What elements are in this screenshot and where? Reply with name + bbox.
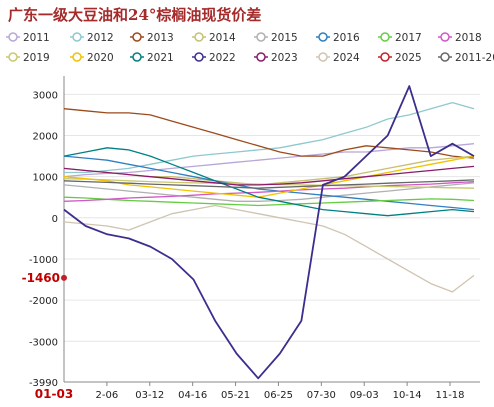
legend-label: 2018 <box>455 32 482 44</box>
legend-item: 2018 <box>438 32 482 44</box>
x-tick-label: 03-12 <box>135 390 164 401</box>
legend-label: 2011 <box>23 32 50 44</box>
legend-label: 2011-2024均值 <box>455 51 494 64</box>
x-axis: 01-03 2-06 03-12 04-16 05-21 06-25 07-30 09-03 1… <box>35 381 480 401</box>
legend-item: 2016 <box>316 32 360 44</box>
annotations: -1460 <box>22 271 67 285</box>
x-tick-label: 11-18 <box>435 390 464 401</box>
x-tick-label: 10-14 <box>393 390 422 401</box>
legend-swatch-marker <box>440 32 450 42</box>
legend-item: 2011-2024均值 <box>438 51 494 64</box>
x-tick-label: 2-06 <box>96 390 119 401</box>
x-tick-label: 01-03 <box>35 387 73 401</box>
legend-label: 2015 <box>271 32 298 44</box>
x-tick-label: 07-30 <box>307 390 336 401</box>
legend-swatch-marker <box>380 32 390 42</box>
legend-swatch-marker <box>256 52 266 62</box>
series-line <box>63 204 475 293</box>
y-tick-label: -1000 <box>29 255 58 266</box>
series-line <box>63 179 475 189</box>
y-axis: 3000 2000 1000 0 -1000 -2000 -3000 -3990 <box>29 76 65 389</box>
legend-label: 2013 <box>147 32 174 44</box>
legend: 2011 2012 2013 2014 2015 2016 2017 2018 2019 2020… <box>6 32 494 64</box>
legend-label: 2025 <box>395 52 422 64</box>
y-tick-label: 3000 <box>33 90 58 101</box>
x-tick-label: 06-25 <box>264 390 293 401</box>
legend-item: 2011 <box>6 32 50 44</box>
series-line <box>63 147 475 217</box>
legend-item: 2014 <box>192 32 236 44</box>
legend-swatch-marker <box>440 52 450 62</box>
legend-item: 2020 <box>70 52 114 64</box>
legend-label: 2022 <box>209 52 236 64</box>
legend-label: 2017 <box>395 32 422 44</box>
chart-title: 广东一级大豆油和24°棕榈油现货价差 <box>8 6 261 24</box>
x-tick-label: 09-03 <box>350 390 379 401</box>
legend-label: 2020 <box>87 52 114 64</box>
legend-label: 2023 <box>271 52 298 64</box>
series-line <box>63 196 475 207</box>
x-tick-label: 05-21 <box>221 390 250 401</box>
series-line <box>63 180 475 202</box>
series-lines <box>63 85 475 380</box>
legend-swatch-marker <box>8 52 18 62</box>
legend-item: 2025 <box>378 52 422 64</box>
legend-item: 2021 <box>130 52 174 64</box>
legend-item: 2022 <box>192 52 236 64</box>
legend-swatch-marker <box>380 52 390 62</box>
legend-swatch-marker <box>132 32 142 42</box>
legend-item: 2012 <box>70 32 114 44</box>
current-value-label: -1460 <box>22 271 60 285</box>
y-tick-label: -3000 <box>29 337 58 348</box>
legend-swatch-marker <box>72 32 82 42</box>
series-line <box>63 155 475 211</box>
series-line <box>63 182 475 202</box>
legend-swatch-marker <box>318 52 328 62</box>
y-tick-label: -2000 <box>29 296 58 307</box>
x-tick-label: 04-16 <box>178 390 207 401</box>
legend-swatch-marker <box>256 32 266 42</box>
legend-swatch-marker <box>8 32 18 42</box>
y-tick-label: 1000 <box>33 173 58 184</box>
series-line <box>63 165 475 186</box>
legend-swatch-marker <box>132 52 142 62</box>
legend-item: 2015 <box>254 32 298 44</box>
current-value-marker <box>61 274 67 281</box>
legend-label: 2019 <box>23 52 50 64</box>
legend-label: 2012 <box>87 32 114 44</box>
legend-label: 2024 <box>333 52 360 64</box>
legend-label: 2021 <box>147 52 174 64</box>
legend-item: 2019 <box>6 52 50 64</box>
series-line <box>63 108 475 159</box>
y-min-label: -3990 <box>29 378 58 389</box>
legend-swatch-marker <box>72 52 82 62</box>
legend-item: 2013 <box>130 32 174 44</box>
legend-item: 2024 <box>316 52 360 64</box>
legend-label: 2014 <box>209 32 236 44</box>
legend-swatch-marker <box>318 32 328 42</box>
y-tick-label: 0 <box>52 214 58 225</box>
legend-swatch-marker <box>194 52 204 62</box>
legend-label: 2016 <box>333 32 360 44</box>
legend-item: 2023 <box>254 52 298 64</box>
legend-item: 2017 <box>378 32 422 44</box>
legend-swatch-marker <box>194 32 204 42</box>
series-line <box>63 85 475 380</box>
y-tick-label: 2000 <box>33 131 58 142</box>
gridlines <box>64 93 480 342</box>
series-line <box>63 155 475 198</box>
series-line <box>63 143 475 178</box>
